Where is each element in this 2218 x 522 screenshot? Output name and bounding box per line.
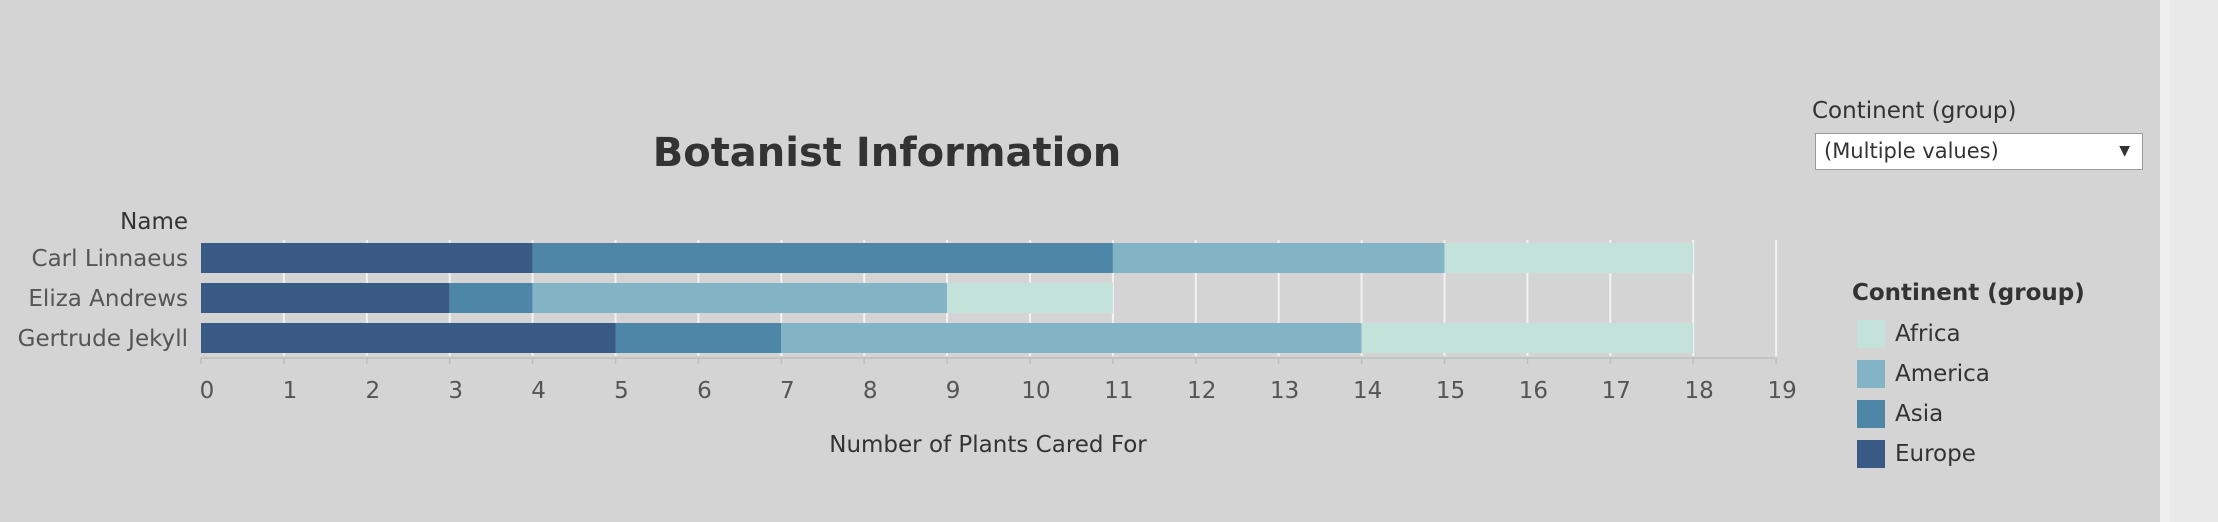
x-tick-label: 16 [1519, 378, 1548, 404]
legend-swatch [1857, 440, 1885, 468]
x-tick-label: 5 [614, 378, 629, 404]
x-tick-label: 1 [283, 378, 298, 404]
x-tick-label: 13 [1270, 378, 1299, 404]
x-tick-label: 12 [1187, 378, 1216, 404]
filter-label: Continent (group) [1812, 98, 2017, 124]
x-tick-label: 4 [531, 378, 546, 404]
x-axis-title: Number of Plants Cared For [829, 432, 1147, 458]
bar-africa [947, 283, 1113, 313]
x-tick-label: 8 [863, 378, 878, 404]
category-label: Gertrude Jekyll [18, 326, 188, 352]
scrollbar-edge [2160, 0, 2170, 522]
x-tick-label: 15 [1436, 378, 1465, 404]
legend-swatch [1857, 400, 1885, 428]
legend-label: Asia [1895, 401, 1944, 427]
bar-africa [1444, 243, 1694, 273]
bar-asia [449, 283, 533, 313]
bars [201, 243, 1694, 353]
bar-america [532, 283, 948, 313]
x-tick-label: 17 [1602, 378, 1631, 404]
bar-europe [201, 323, 616, 353]
category-labels: Carl Linnaeus Eliza Andrews Gertrude Jekyl… [18, 246, 188, 352]
legend-label: Europe [1895, 441, 1976, 467]
legend-swatch [1857, 320, 1885, 348]
x-tick-label: 18 [1685, 378, 1714, 404]
filter-selected-value: (Multiple values) [1824, 139, 1999, 163]
x-tick-label: 0 [200, 378, 215, 404]
bar-africa [1361, 323, 1694, 353]
x-tick-label: 19 [1767, 378, 1796, 404]
caret-down-icon[interactable]: ▼ [2119, 143, 2130, 159]
x-tick-label: 9 [946, 378, 961, 404]
legend-label: America [1895, 361, 1990, 387]
legend-title: Continent (group) [1852, 280, 2085, 306]
bar-europe [201, 243, 533, 273]
row-header: Name [120, 209, 188, 235]
bar-europe [201, 283, 450, 313]
bar-asia [532, 243, 1113, 273]
chart-title: Botanist Information [653, 130, 1122, 176]
continent-filter-dropdown[interactable]: (Multiple values) ▼ [1815, 133, 2143, 170]
x-axis: 0 1 2 3 4 5 6 7 8 9 10 11 12 13 14 15 16 17 18 19 [200, 357, 1797, 404]
x-tick-label: 2 [365, 378, 380, 404]
x-tick-label: 10 [1021, 378, 1050, 404]
legend-swatch [1857, 360, 1885, 388]
category-label: Eliza Andrews [28, 286, 188, 312]
x-tick-label: 11 [1104, 378, 1133, 404]
category-label: Carl Linnaeus [32, 246, 188, 272]
x-tick-label: 3 [448, 378, 463, 404]
bar-america [781, 323, 1362, 353]
bar-america [1112, 243, 1445, 273]
bar-asia [615, 323, 782, 353]
x-tick-label: 7 [780, 378, 795, 404]
x-tick-label: 14 [1353, 378, 1382, 404]
x-tick-label: 6 [697, 378, 712, 404]
legend-label: Africa [1895, 321, 1961, 347]
